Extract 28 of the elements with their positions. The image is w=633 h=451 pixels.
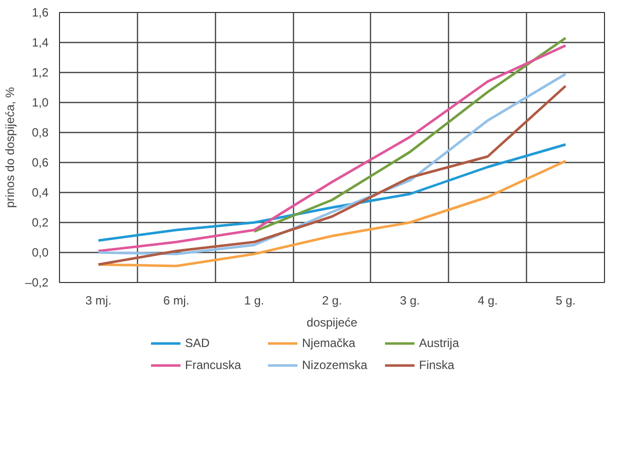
x-tick-label: 1 g.: [244, 294, 264, 308]
x-tick-label: 6 mj.: [163, 294, 190, 308]
y-tick-label: 0,4: [32, 186, 49, 200]
x-axis-title: dospijeće: [306, 316, 358, 330]
y-tick-label: –0,2: [25, 276, 49, 290]
legend-label: Francuska: [185, 358, 242, 372]
y-tick-label: 0,2: [32, 216, 49, 230]
line-series: [97, 160, 567, 268]
x-tick-label: 3 g.: [400, 294, 420, 308]
y-tick-label: 1,4: [32, 36, 49, 50]
y-tick-label: 0,8: [32, 126, 49, 140]
y-tick-label: 1,2: [32, 66, 49, 80]
y-tick-label: 1,6: [32, 6, 49, 20]
x-tick-label: 5 g.: [556, 294, 576, 308]
y-tick-label: 1,0: [32, 96, 49, 110]
y-tick-label: 0,0: [32, 246, 49, 260]
legend-label: SAD: [185, 336, 211, 350]
line-series: [97, 143, 567, 242]
x-tick-label: 2 g.: [322, 294, 342, 308]
legend-label: Nizozemska: [302, 358, 368, 372]
x-tick-label: 4 g.: [478, 294, 498, 308]
y-tick-label: 0,6: [32, 156, 49, 170]
x-tick-label: 3 mj.: [85, 294, 112, 308]
y-axis-title: prinos do dospijeća, %: [3, 86, 18, 208]
legend-label: Finska: [419, 358, 456, 372]
legend-label: Njemačka: [302, 336, 356, 350]
legend-label: Austrija: [419, 336, 460, 350]
line-series: [252, 36, 567, 233]
